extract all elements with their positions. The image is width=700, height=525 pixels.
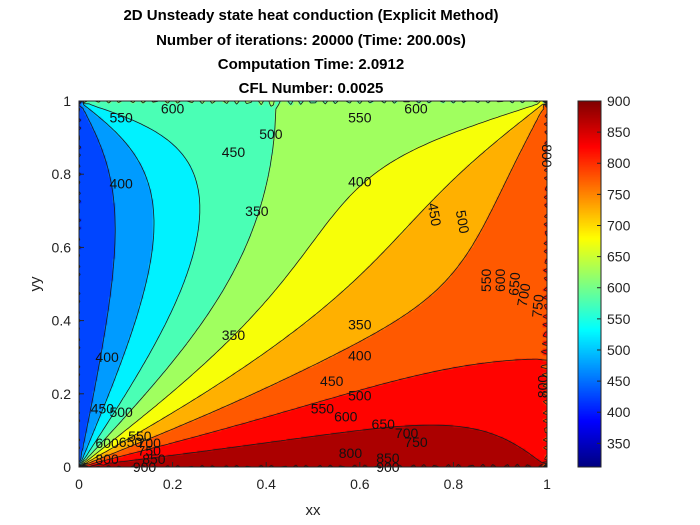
contour-label: 450 bbox=[320, 373, 344, 389]
contour-line-450 bbox=[79, 101, 547, 467]
x-tick-label: 0.4 bbox=[256, 476, 276, 492]
title-line-3: Computation Time: 2.0912 bbox=[218, 56, 404, 73]
x-tick-label: 0.2 bbox=[163, 476, 183, 492]
contour-label: 500 bbox=[109, 404, 133, 420]
contour-label: 700 bbox=[514, 282, 534, 308]
colorbar-tick-label: 800 bbox=[607, 155, 631, 171]
plot-area bbox=[79, 101, 547, 467]
x-axis-label: xx bbox=[306, 502, 322, 519]
contour-label: 450 bbox=[222, 144, 246, 160]
contour-label: 600 bbox=[404, 100, 428, 116]
contour-label: 350 bbox=[348, 316, 372, 332]
colorbar-tick-label: 350 bbox=[607, 435, 631, 451]
y-tick-label: 0.4 bbox=[52, 313, 72, 329]
colorbar-tick-label: 700 bbox=[607, 217, 631, 233]
contour-label: 550 bbox=[311, 400, 335, 416]
y-axis: 0 0.2 0.4 0.6 0.8 1 bbox=[52, 93, 84, 475]
title-line-2: Number of iterations: 20000 (Time: 200.0… bbox=[156, 32, 466, 49]
contour-label: 400 bbox=[348, 347, 372, 363]
colorbar: 350 400 450 500 550 600 650 700 750 800 850 900 bbox=[577, 93, 631, 468]
contour-label: 550 bbox=[128, 428, 152, 444]
colorbar-tick-label: 500 bbox=[607, 342, 631, 358]
contour-label: 350 bbox=[222, 327, 246, 343]
temperature-field bbox=[79, 101, 547, 467]
contour-label: 650 bbox=[119, 434, 143, 450]
colorbar-gradient bbox=[578, 101, 601, 467]
contour-label: 800 bbox=[95, 451, 119, 467]
contour-label: 750 bbox=[138, 443, 162, 459]
contour-label: 400 bbox=[109, 175, 133, 191]
colorbar-tick-label: 850 bbox=[607, 124, 631, 140]
contour-label: 600 bbox=[492, 268, 508, 292]
plot-frame bbox=[78, 100, 548, 468]
contour-label: 500 bbox=[348, 388, 372, 404]
contour-line-600 bbox=[81, 101, 547, 467]
contour-label: 600 bbox=[334, 408, 358, 424]
colorbar-tick-label: 600 bbox=[607, 280, 631, 296]
x-tick-label: 1 bbox=[543, 476, 551, 492]
colorbar-frame bbox=[577, 100, 602, 468]
y-tick-label: 0.2 bbox=[52, 386, 72, 402]
contour-line-550 bbox=[80, 101, 547, 467]
contour-label: 550 bbox=[109, 109, 133, 125]
contour-label: 850 bbox=[142, 451, 166, 467]
contour-label: 500 bbox=[259, 126, 283, 142]
colorbar-tick-label: 400 bbox=[607, 404, 631, 420]
contour-label: 450 bbox=[91, 400, 115, 416]
contour-label: 850 bbox=[376, 450, 400, 466]
y-tick-label: 0.8 bbox=[52, 166, 72, 182]
title-line-1: 2D Unsteady state heat conduction (Expli… bbox=[123, 7, 498, 24]
y-axis-label: yy bbox=[27, 276, 44, 292]
contour-label: 650 bbox=[372, 416, 396, 432]
contour-label: 400 bbox=[348, 174, 372, 190]
contour-label: 800 bbox=[534, 375, 550, 399]
colorbar-ticks: 350 400 450 500 550 600 650 700 750 800 850 900 bbox=[597, 93, 631, 451]
contour-label: 800 bbox=[339, 445, 363, 461]
contour-label: 700 bbox=[138, 435, 162, 451]
contour-label: 500 bbox=[453, 209, 473, 235]
x-tick-label: 0.8 bbox=[444, 476, 464, 492]
y-tick-label: 0.6 bbox=[52, 239, 72, 255]
x-tick-label: 0.6 bbox=[350, 476, 370, 492]
y-tick-label: 1 bbox=[63, 93, 71, 109]
colorbar-tick-label: 450 bbox=[607, 373, 631, 389]
contour-label: 400 bbox=[95, 349, 119, 365]
contour-label: 750 bbox=[404, 434, 428, 450]
x-axis: 0 0.2 0.4 0.6 0.8 1 bbox=[75, 462, 551, 492]
colorbar-tick-label: 900 bbox=[607, 93, 631, 109]
contour-label: 550 bbox=[478, 268, 494, 292]
contour-label: 700 bbox=[395, 425, 419, 441]
colorbar-tick-label: 750 bbox=[607, 186, 631, 202]
contour-line-500 bbox=[79, 101, 547, 467]
contour-label: 600 bbox=[95, 435, 119, 451]
contour-label: 750 bbox=[529, 293, 547, 318]
contour-label: 600 bbox=[161, 100, 185, 116]
y-tick-label: 0 bbox=[63, 459, 71, 475]
contour-label: 350 bbox=[245, 203, 269, 219]
contour-label: 650 bbox=[505, 271, 523, 296]
contour-label: 550 bbox=[348, 109, 372, 125]
colorbar-tick-label: 550 bbox=[607, 311, 631, 327]
colorbar-tick-label: 650 bbox=[607, 249, 631, 265]
x-tick-label: 0 bbox=[75, 476, 83, 492]
title-line-4: CFL Number: 0.0025 bbox=[239, 80, 384, 97]
contour-label: 450 bbox=[425, 202, 445, 228]
